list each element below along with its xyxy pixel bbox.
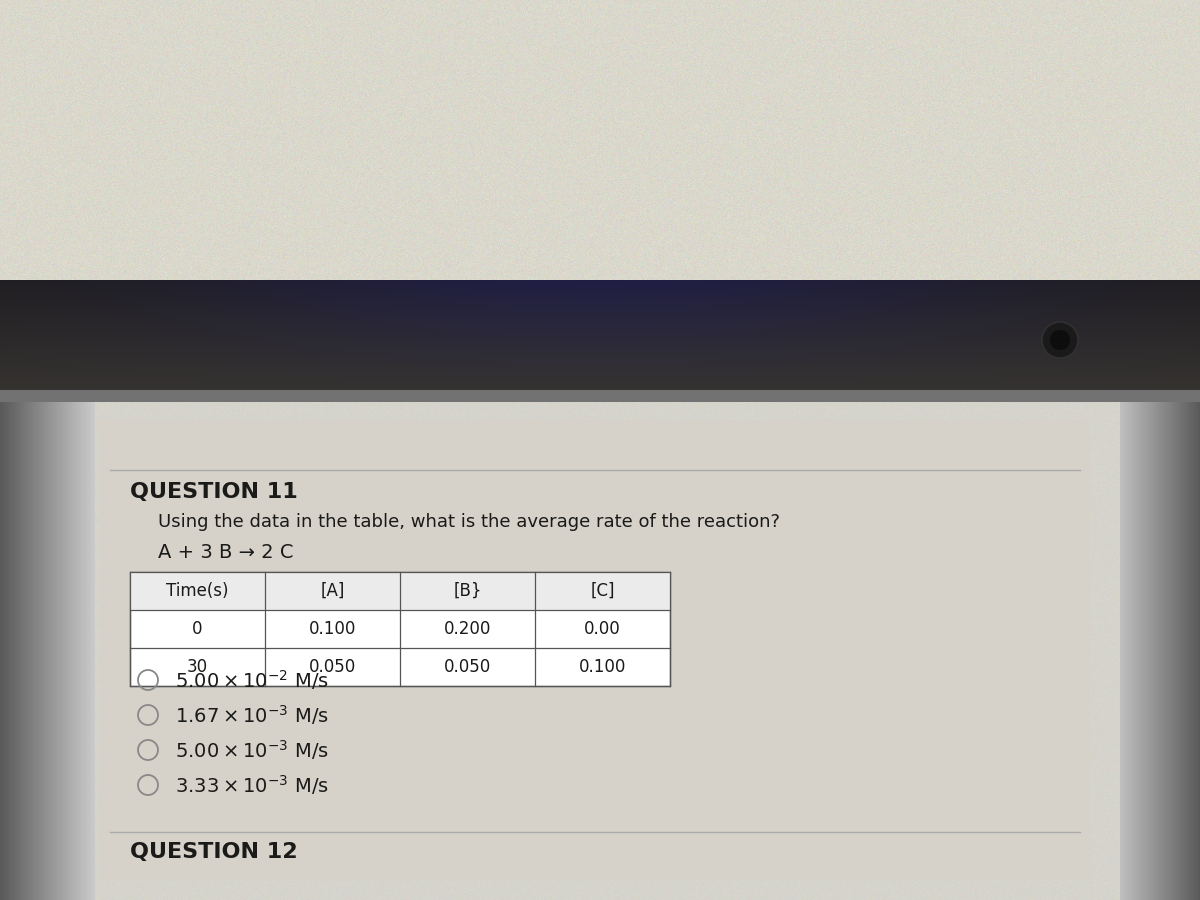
Text: A + 3 B → 2 C: A + 3 B → 2 C (158, 543, 294, 562)
Text: QUESTION 11: QUESTION 11 (130, 482, 298, 502)
Text: $5.00 \times 10^{-2}$ M/s: $5.00 \times 10^{-2}$ M/s (175, 668, 329, 692)
Text: [B}: [B} (454, 582, 481, 600)
Text: Using the data in the table, what is the average rate of the reaction?: Using the data in the table, what is the… (158, 513, 780, 531)
Text: $5.00 \times 10^{-3}$ M/s: $5.00 \times 10^{-3}$ M/s (175, 738, 329, 762)
Text: 0.050: 0.050 (308, 658, 356, 676)
Text: 0: 0 (192, 620, 203, 638)
Text: 30: 30 (187, 658, 208, 676)
Circle shape (1042, 322, 1078, 358)
Text: 0.200: 0.200 (444, 620, 491, 638)
FancyBboxPatch shape (130, 572, 670, 610)
Text: 0.050: 0.050 (444, 658, 491, 676)
Text: Time(s): Time(s) (167, 582, 229, 600)
Text: 0.100: 0.100 (578, 658, 626, 676)
Text: QUESTION 12: QUESTION 12 (130, 842, 298, 862)
Text: $3.33 \times 10^{-3}$ M/s: $3.33 \times 10^{-3}$ M/s (175, 773, 329, 797)
Circle shape (1050, 330, 1070, 350)
FancyBboxPatch shape (100, 420, 1090, 880)
Text: 0.100: 0.100 (308, 620, 356, 638)
Text: [C]: [C] (590, 582, 614, 600)
FancyBboxPatch shape (130, 572, 670, 686)
Text: $1.67 \times 10^{-3}$ M/s: $1.67 \times 10^{-3}$ M/s (175, 703, 329, 727)
Text: 0.00: 0.00 (584, 620, 620, 638)
Text: [A]: [A] (320, 582, 344, 600)
